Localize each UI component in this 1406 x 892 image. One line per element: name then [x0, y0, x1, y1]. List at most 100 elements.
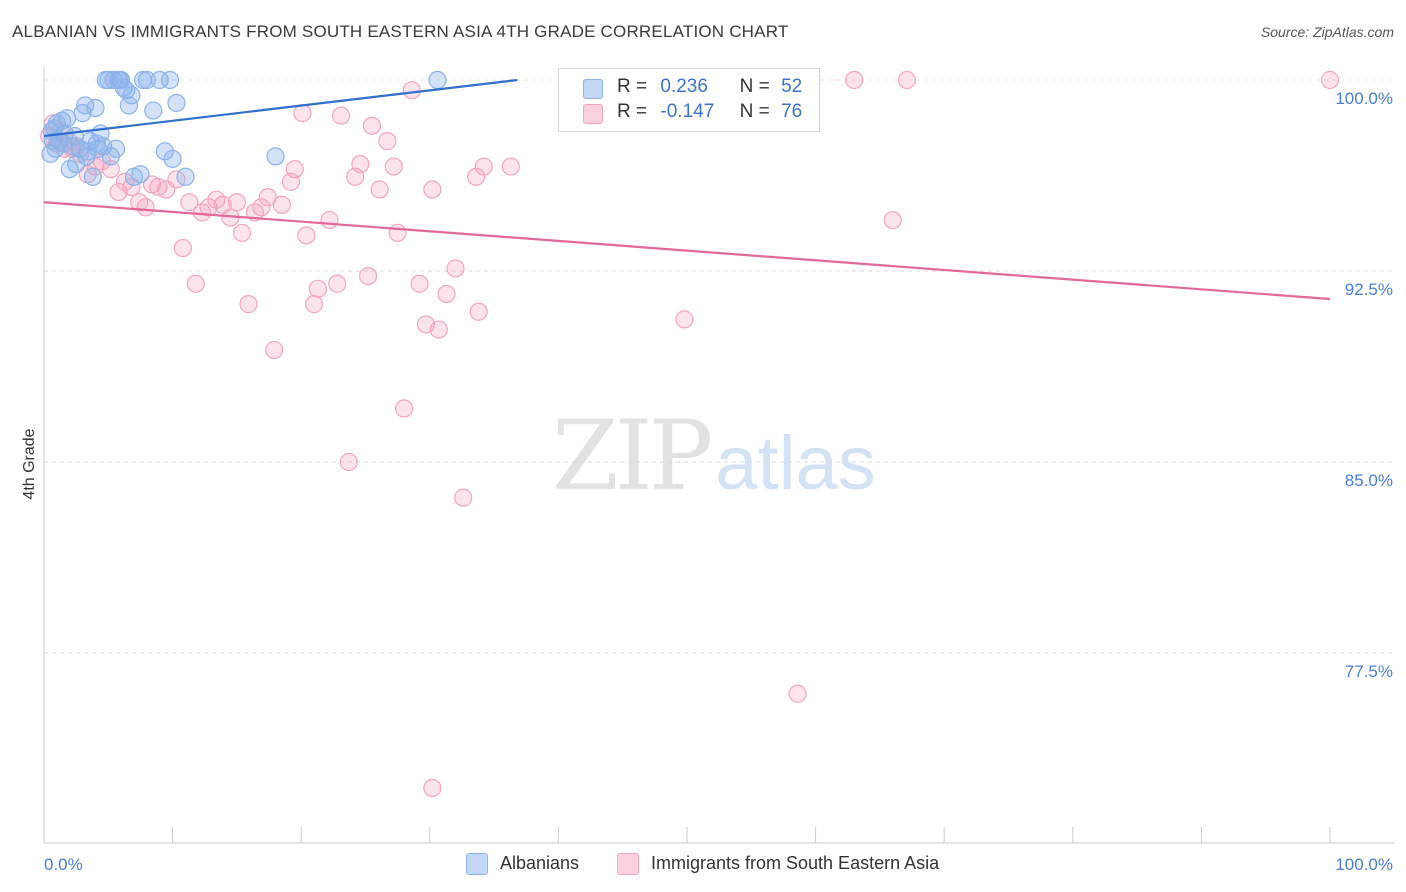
immigrants-point: [258, 188, 277, 207]
n-label: N =: [739, 76, 770, 97]
immigrants-point: [186, 274, 205, 293]
albanians-point: [87, 134, 106, 153]
albanians-point: [86, 98, 105, 118]
albanians-point: [137, 70, 156, 90]
immigrants-point: [394, 399, 414, 418]
stats-legend: R = 0.236 N = 52 R = -0.147 N = 76: [558, 68, 820, 132]
immigrants-point: [265, 340, 284, 360]
immigrants-point: [232, 223, 252, 242]
albanians-point: [77, 147, 96, 166]
immigrants-point: [272, 195, 292, 214]
immigrants-point: [410, 274, 429, 293]
immigrants-point: [227, 193, 246, 212]
immigrants-point: [437, 284, 456, 304]
immigrants-point: [370, 180, 389, 199]
immigrants-point: [378, 132, 397, 151]
albanians-swatch: [583, 79, 603, 99]
immigrants-point: [285, 160, 304, 179]
y-tick-label: 85.0%: [1345, 471, 1393, 490]
immigrants-point: [331, 106, 351, 125]
immigrants-point: [173, 238, 192, 258]
albanians-point: [131, 165, 150, 184]
albanians-point: [58, 109, 77, 128]
albanians-point: [266, 147, 285, 166]
immigrants-point: [429, 320, 448, 339]
immigrants-swatch: [583, 104, 603, 124]
immigrants-point: [304, 295, 324, 314]
immigrants-point: [788, 684, 807, 703]
x-tick-label-max: 100.0%: [1335, 855, 1393, 874]
immigrants-point: [423, 778, 442, 798]
y-tick-label: 100.0%: [1335, 89, 1393, 108]
immigrants-point: [466, 167, 486, 186]
immigrants-point: [1320, 70, 1340, 90]
immigrants-point: [239, 295, 258, 314]
albanians-point: [163, 149, 182, 169]
immigrants-point: [474, 157, 493, 176]
immigrants-point: [136, 198, 155, 217]
immigrants-point: [897, 70, 917, 90]
zipatlas-watermark: ZIPatlas: [552, 400, 876, 512]
trend-lines: [43, 78, 1331, 301]
n-label: N =: [739, 101, 770, 122]
immigrants-point: [845, 70, 864, 90]
albanians-point: [110, 70, 129, 90]
immigrants-point: [402, 81, 421, 100]
albanians-point: [46, 139, 65, 158]
albanians-point: [83, 167, 102, 186]
albanians-legend-swatch: [466, 853, 488, 875]
albanians-trend-line: [43, 78, 518, 138]
albanians-point: [167, 93, 186, 113]
albanians-point: [133, 70, 153, 90]
immigrants-point: [469, 302, 488, 321]
immigrants-legend-label: Immigrants from South Eastern Asia: [651, 853, 940, 873]
immigrants-point: [252, 198, 271, 217]
y-tick-label: 77.5%: [1345, 662, 1393, 681]
albanians-point: [122, 86, 141, 105]
tick-labels: 100.0% 92.5% 85.0% 77.5% 0.0% 100.0%: [44, 89, 1393, 874]
immigrants-point: [883, 210, 902, 230]
immigrants-legend-swatch: [617, 853, 639, 875]
immigrants-point: [101, 160, 120, 179]
chart-title: ALBANIAN VS IMMIGRANTS FROM SOUTH EASTER…: [12, 22, 789, 41]
immigrants-point: [358, 266, 378, 286]
immigrants-point: [320, 210, 339, 230]
r-label: R =: [617, 101, 648, 122]
immigrants-point: [446, 259, 465, 278]
albanians-point: [106, 139, 126, 158]
albanians-r-value: 0.236: [660, 76, 708, 97]
albanians-n-value: 52: [781, 76, 803, 97]
albanians-point: [176, 167, 195, 186]
axes: [43, 66, 1394, 844]
immigrants-point: [423, 180, 442, 199]
immigrants-point: [199, 198, 218, 217]
immigrants-point: [308, 279, 328, 298]
albanians-point: [144, 101, 163, 120]
albanians-point: [47, 114, 66, 133]
albanians-point: [67, 154, 86, 174]
grid-lines: [44, 79, 1394, 654]
data-points: [40, 70, 1340, 798]
y-tick-label: 92.5%: [1345, 280, 1393, 299]
immigrants-point: [384, 157, 403, 176]
albanians-point: [160, 70, 180, 90]
albanians-point: [155, 142, 174, 161]
immigrants-r-value: -0.147: [660, 101, 715, 122]
immigrants-point: [675, 310, 694, 329]
immigrants-point: [297, 226, 316, 245]
albanians-point: [117, 81, 136, 100]
albanians-point: [104, 70, 123, 90]
immigrants-point: [388, 223, 407, 242]
immigrants-point: [362, 116, 382, 135]
immigrants-point: [339, 452, 358, 472]
immigrants-point: [454, 488, 473, 507]
immigrants-trend-line: [43, 201, 1331, 301]
immigrants-point: [328, 274, 347, 293]
immigrants-point: [78, 165, 97, 184]
chart-source: Source: ZipAtlas.com: [1260, 24, 1394, 40]
x-tick-label-min: 0.0%: [44, 855, 83, 874]
immigrants-n-value: 76: [781, 101, 803, 122]
immigrants-point: [501, 157, 520, 176]
immigrants-point: [351, 154, 370, 174]
